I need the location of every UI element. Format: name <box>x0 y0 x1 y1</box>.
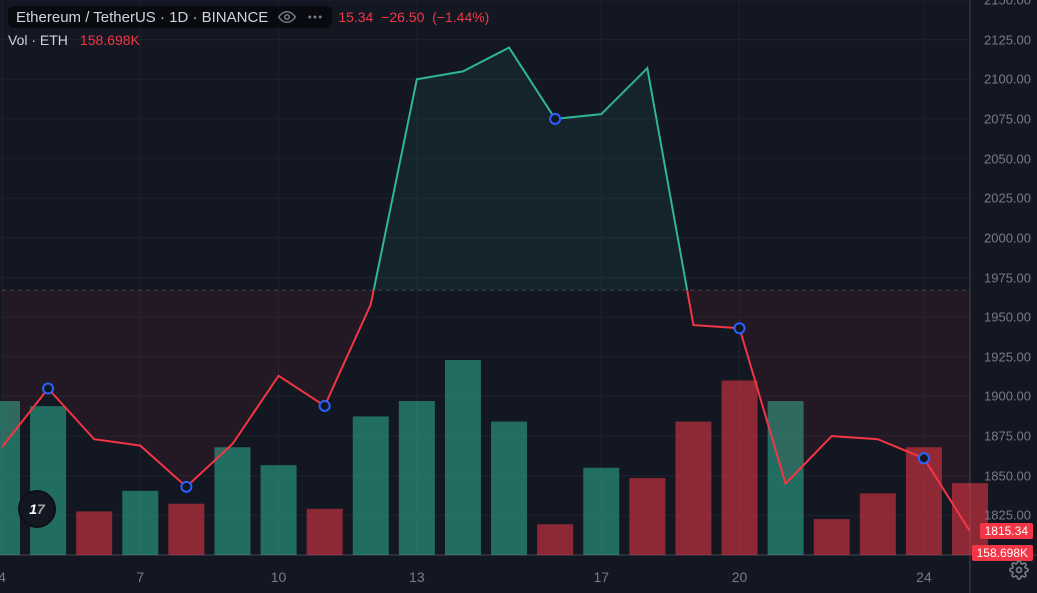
y-tick-label: 1975.00 <box>984 270 1031 285</box>
volume-bar <box>629 478 665 555</box>
volume-bar <box>445 360 481 555</box>
visibility-icon[interactable] <box>278 8 296 26</box>
volume-bar <box>30 406 66 555</box>
price-marker <box>181 482 191 492</box>
x-tick-label: 17 <box>593 569 609 585</box>
x-tick-label: 7 <box>136 569 144 585</box>
y-tick-label: 1850.00 <box>984 468 1031 483</box>
volume-bar <box>537 524 573 555</box>
price-tag: 1815.34 <box>980 523 1033 539</box>
volume-bar <box>491 422 527 555</box>
volume-bar <box>814 519 850 555</box>
volume-bar <box>353 416 389 555</box>
volume-bar <box>675 422 711 555</box>
symbol-pill[interactable]: Ethereum / TetherUS · 1D · BINANCE <box>8 6 332 28</box>
y-tick-label: 1825.00 <box>984 508 1031 523</box>
volume-bar <box>122 491 158 555</box>
price-tag: 158.698K <box>972 545 1033 561</box>
volume-bar <box>722 381 758 555</box>
y-tick-label: 2025.00 <box>984 191 1031 206</box>
gear-icon[interactable] <box>1009 560 1029 585</box>
chart-root: Ethereum / TetherUS · 1D · BINANCE 15.34… <box>0 0 1037 593</box>
y-tick-label: 1925.00 <box>984 349 1031 364</box>
y-tick-label: 1875.00 <box>984 429 1031 444</box>
y-tick-label: 1900.00 <box>984 389 1031 404</box>
tradingview-logo[interactable]: 17 <box>18 490 56 528</box>
x-tick-label: 13 <box>409 569 425 585</box>
volume-bar <box>168 504 204 555</box>
volume-bar <box>860 493 896 555</box>
chart-svg[interactable] <box>0 0 1037 593</box>
volume-bar <box>76 511 112 555</box>
symbol-title: Ethereum / TetherUS · 1D · BINANCE <box>16 9 268 26</box>
y-tick-label: 2100.00 <box>984 72 1031 87</box>
volume-label: Vol · ETH <box>8 32 68 48</box>
x-tick-label: 24 <box>916 569 932 585</box>
volume-bar <box>399 401 435 555</box>
price-marker <box>550 114 560 124</box>
volume-bar <box>261 465 297 555</box>
volume-value: 158.698K <box>80 32 140 48</box>
price-readout: 15.34 −26.50 (−1.44%) <box>338 9 489 25</box>
volume-header: Vol · ETH 158.698K <box>8 32 140 48</box>
change-abs: −26.50 <box>381 9 424 25</box>
chart-header: Ethereum / TetherUS · 1D · BINANCE 15.34… <box>8 6 489 28</box>
volume-bar <box>214 447 250 555</box>
y-tick-label: 2150.00 <box>984 0 1031 8</box>
volume-bar <box>307 509 343 555</box>
change-pct: (−1.44%) <box>432 9 489 25</box>
price-marker <box>919 453 929 463</box>
y-tick-label: 1950.00 <box>984 310 1031 325</box>
price-marker <box>43 384 53 394</box>
price-marker <box>735 323 745 333</box>
x-tick-label: 10 <box>271 569 287 585</box>
x-tick-label: 4 <box>0 569 6 585</box>
y-tick-label: 2125.00 <box>984 32 1031 47</box>
last-price: 15.34 <box>338 9 373 25</box>
price-marker <box>320 401 330 411</box>
more-icon[interactable] <box>306 8 324 26</box>
y-tick-label: 2075.00 <box>984 111 1031 126</box>
x-tick-label: 20 <box>732 569 748 585</box>
volume-bar <box>583 468 619 555</box>
y-tick-label: 2000.00 <box>984 230 1031 245</box>
y-tick-label: 2050.00 <box>984 151 1031 166</box>
